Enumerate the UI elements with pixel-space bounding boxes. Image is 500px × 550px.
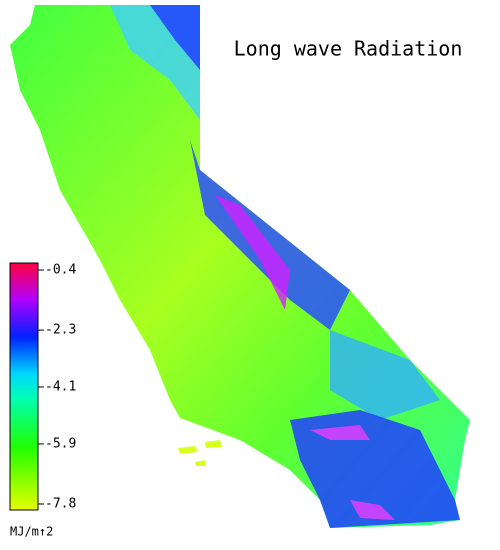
colorbar-ticks: -0.4 -2.3 -4.1 -5.9 -7.8 (38, 263, 76, 512)
colorbar-tick-label: -2.3 (45, 323, 76, 338)
colorbar-tick-label: -7.8 (45, 497, 76, 512)
colorbar-tick-label: -4.1 (45, 380, 76, 395)
map-title: Long wave Radiation (234, 37, 463, 61)
california-map (10, 5, 470, 528)
colorbar-tick-label: -0.4 (45, 263, 76, 278)
colorbar-unit: MJ/m↑2 (10, 525, 53, 539)
colorbar (9, 262, 39, 511)
colorbar-tick-label: -5.9 (45, 436, 76, 451)
